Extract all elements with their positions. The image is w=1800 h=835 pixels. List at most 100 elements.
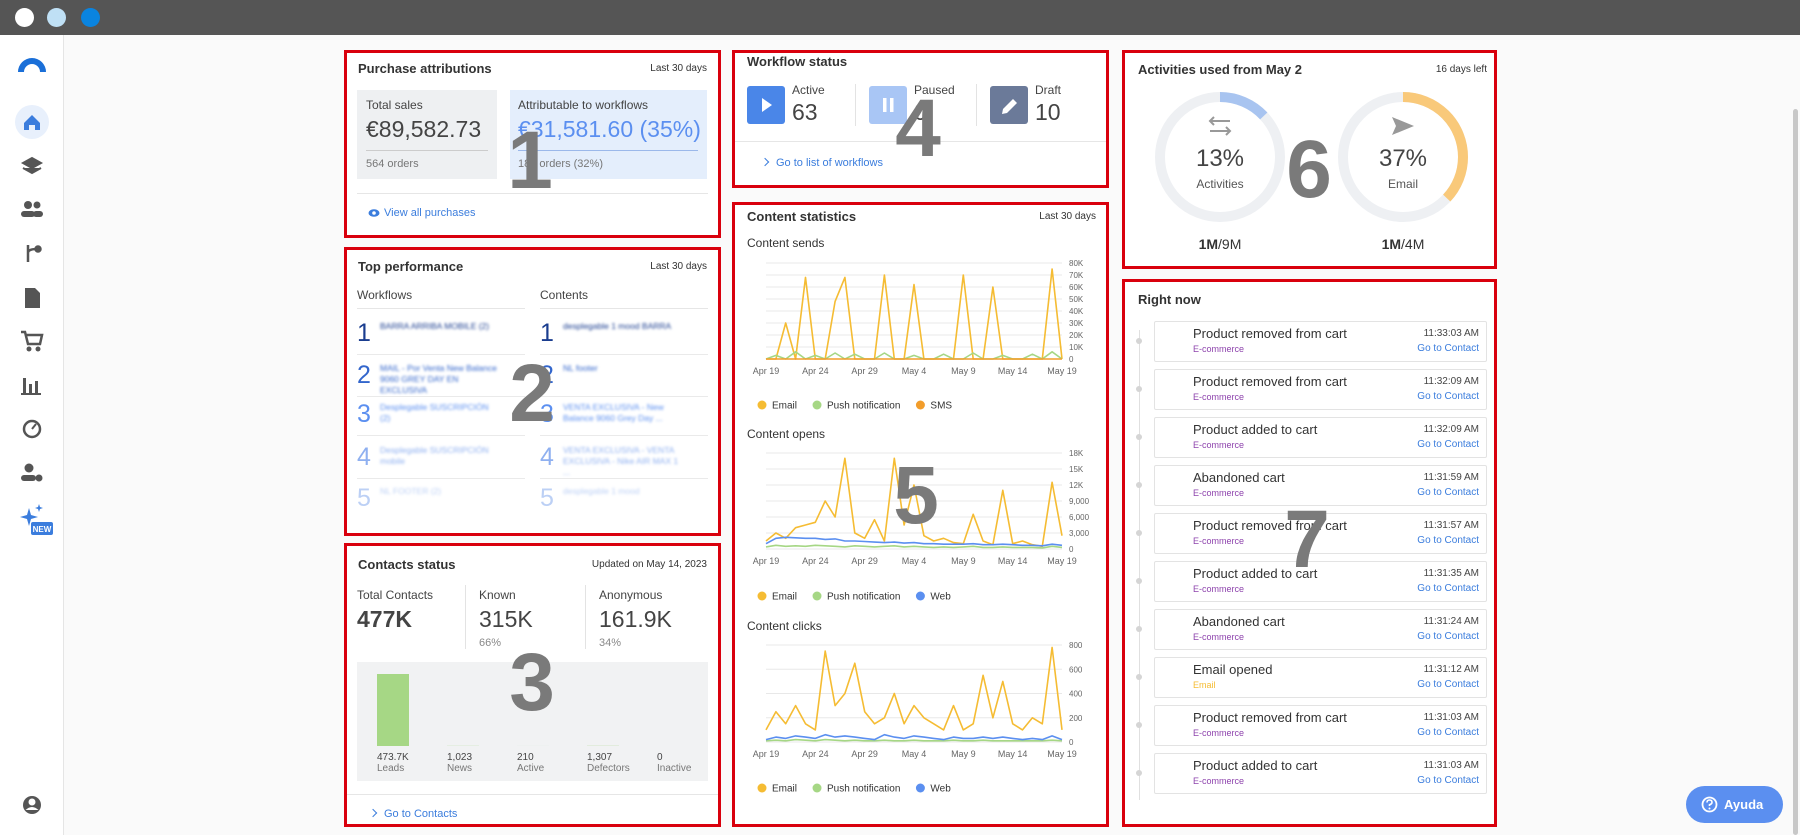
contacts-bar [377,674,409,746]
annotation-number: 5 [893,450,939,541]
window-maximize[interactable] [81,8,100,27]
window-minimize[interactable] [47,8,66,27]
nav-layers[interactable] [20,156,44,175]
event-category: E-commerce [1193,392,1245,402]
state-count: 10 [1035,99,1061,125]
y-tick-label: 50K [1069,295,1084,304]
legend-label: Push notification [827,592,900,603]
divider [357,396,525,397]
card-title: Purchase attributions [358,61,492,76]
nav-account[interactable] [23,796,41,814]
view-purchases-link[interactable]: View all purchases [384,207,476,219]
nav-user-settings[interactable] [21,463,43,482]
event-link[interactable]: Go to Contact [1417,439,1479,450]
item-name[interactable]: NL footer [563,363,598,373]
event-link[interactable]: Go to Contact [1417,679,1479,690]
event-link[interactable]: Go to Contact [1417,487,1479,498]
total-label: Total Contacts [357,588,434,602]
item-name[interactable]: Desplegable SUSCRIPCIÓN (2) [380,402,489,423]
nav-reports[interactable] [21,378,41,395]
help-icon [1701,796,1718,813]
x-tick-label: May 19 [1047,366,1077,376]
event-link[interactable]: Go to Contact [1417,775,1479,786]
event-time: 11:31:24 AM [1423,616,1479,627]
event-category: E-commerce [1193,584,1245,594]
event-time: 11:32:09 AM [1423,424,1479,435]
rank-number: 4 [357,443,371,471]
divider [357,478,525,479]
link-text: Go to list of workflows [776,157,883,169]
event-title: Product removed from cart [1193,710,1347,725]
total-sales-box [357,90,497,179]
card-period: Last 30 days [650,63,707,74]
state-name: Active [792,83,825,97]
timeline [1139,330,1140,800]
go-to-contacts-link[interactable]: Go to Contacts [368,808,457,820]
window-close[interactable] [15,8,34,27]
x-tick-label: May 4 [902,556,927,566]
rank-number: 2 [540,361,554,389]
timeline-dot [1136,482,1142,488]
item-name[interactable]: VENTA EXCLUSIVA - New Balance 9060 Grey … [563,402,664,423]
event-link[interactable]: Go to Contact [1417,391,1479,402]
usage-used: 1M [1199,236,1218,252]
event-link[interactable]: Go to Contact [1417,535,1479,546]
bar-name: News [447,763,473,774]
item-name[interactable]: desplegable 1 mood [563,486,640,496]
item-name[interactable]: BARRA ARRIBA MOBILE (2) [380,321,490,331]
y-tick-label: 6,000 [1069,513,1090,522]
item-name[interactable]: Desplegable SUSCRIPCIÓN mobile [380,445,489,466]
series-line [766,268,1063,360]
bar-value: 1,023 [447,752,473,763]
item-name[interactable]: MAIL - Por Venta New Balance 9060 GREY D… [380,363,497,395]
rank-number: 3 [540,400,554,428]
state-name: Paused [914,83,955,97]
attributable-orders: 180 orders (32%) [518,158,603,170]
nav-home[interactable] [24,115,40,130]
total-sales-value: €89,582.73 [366,116,482,142]
help-button[interactable]: Ayuda [1686,786,1783,823]
bar-value: 1,307 [587,752,613,763]
top-performance-card [344,247,721,536]
annotation-number: 7 [1284,494,1330,585]
gauge-usage: 1M/9M [1199,236,1242,252]
nav-ai[interactable] [20,504,43,526]
item-name[interactable]: NL FOOTER (2) [380,486,442,496]
card-title: Top performance [358,259,464,274]
event-title: Product added to cart [1193,566,1318,581]
card-remaining: 16 days left [1435,64,1487,75]
timeline-dot [1136,338,1142,344]
nav-workflows[interactable] [26,245,42,262]
item-name[interactable]: VENTA EXCLUSIVA - VENTA EXCLUSIVA - Nike… [563,445,679,477]
y-tick-label: 10K [1069,343,1084,352]
divider [540,308,708,309]
timeline-dot [1136,674,1142,680]
x-tick-label: May 9 [951,366,976,376]
nav-gauge[interactable] [22,419,42,439]
y-tick-label: 400 [1069,690,1083,699]
legend-label: Email [772,592,797,603]
event-link[interactable]: Go to Contact [1417,343,1479,354]
x-tick-label: May 14 [998,749,1028,759]
item-name[interactable]: desplegable 1 mood BARRA [563,321,672,331]
activities-card [1122,50,1497,269]
scrollbar[interactable] [1793,109,1798,835]
nav-contacts[interactable] [21,201,43,217]
workflows-link[interactable]: Go to list of workflows [760,157,883,169]
event-link[interactable]: Go to Contact [1417,727,1479,738]
x-tick-label: May 14 [998,556,1028,566]
y-tick-label: 0 [1069,355,1074,364]
x-tick-label: Apr 19 [753,366,780,376]
bar-name: Active [517,763,545,774]
event-link[interactable]: Go to Contact [1417,583,1479,594]
attributable-box [510,90,707,179]
nav-content[interactable] [25,288,40,308]
event-title: Product added to cart [1193,758,1318,773]
event-link[interactable]: Go to Contact [1417,631,1479,642]
y-tick-label: 0 [1069,738,1074,747]
nav-ecommerce[interactable] [21,330,44,352]
bar-name: Inactive [657,763,692,774]
rank-number: 5 [357,484,371,512]
gauge-percent: 13% [1196,145,1244,172]
series-line [765,733,1063,741]
